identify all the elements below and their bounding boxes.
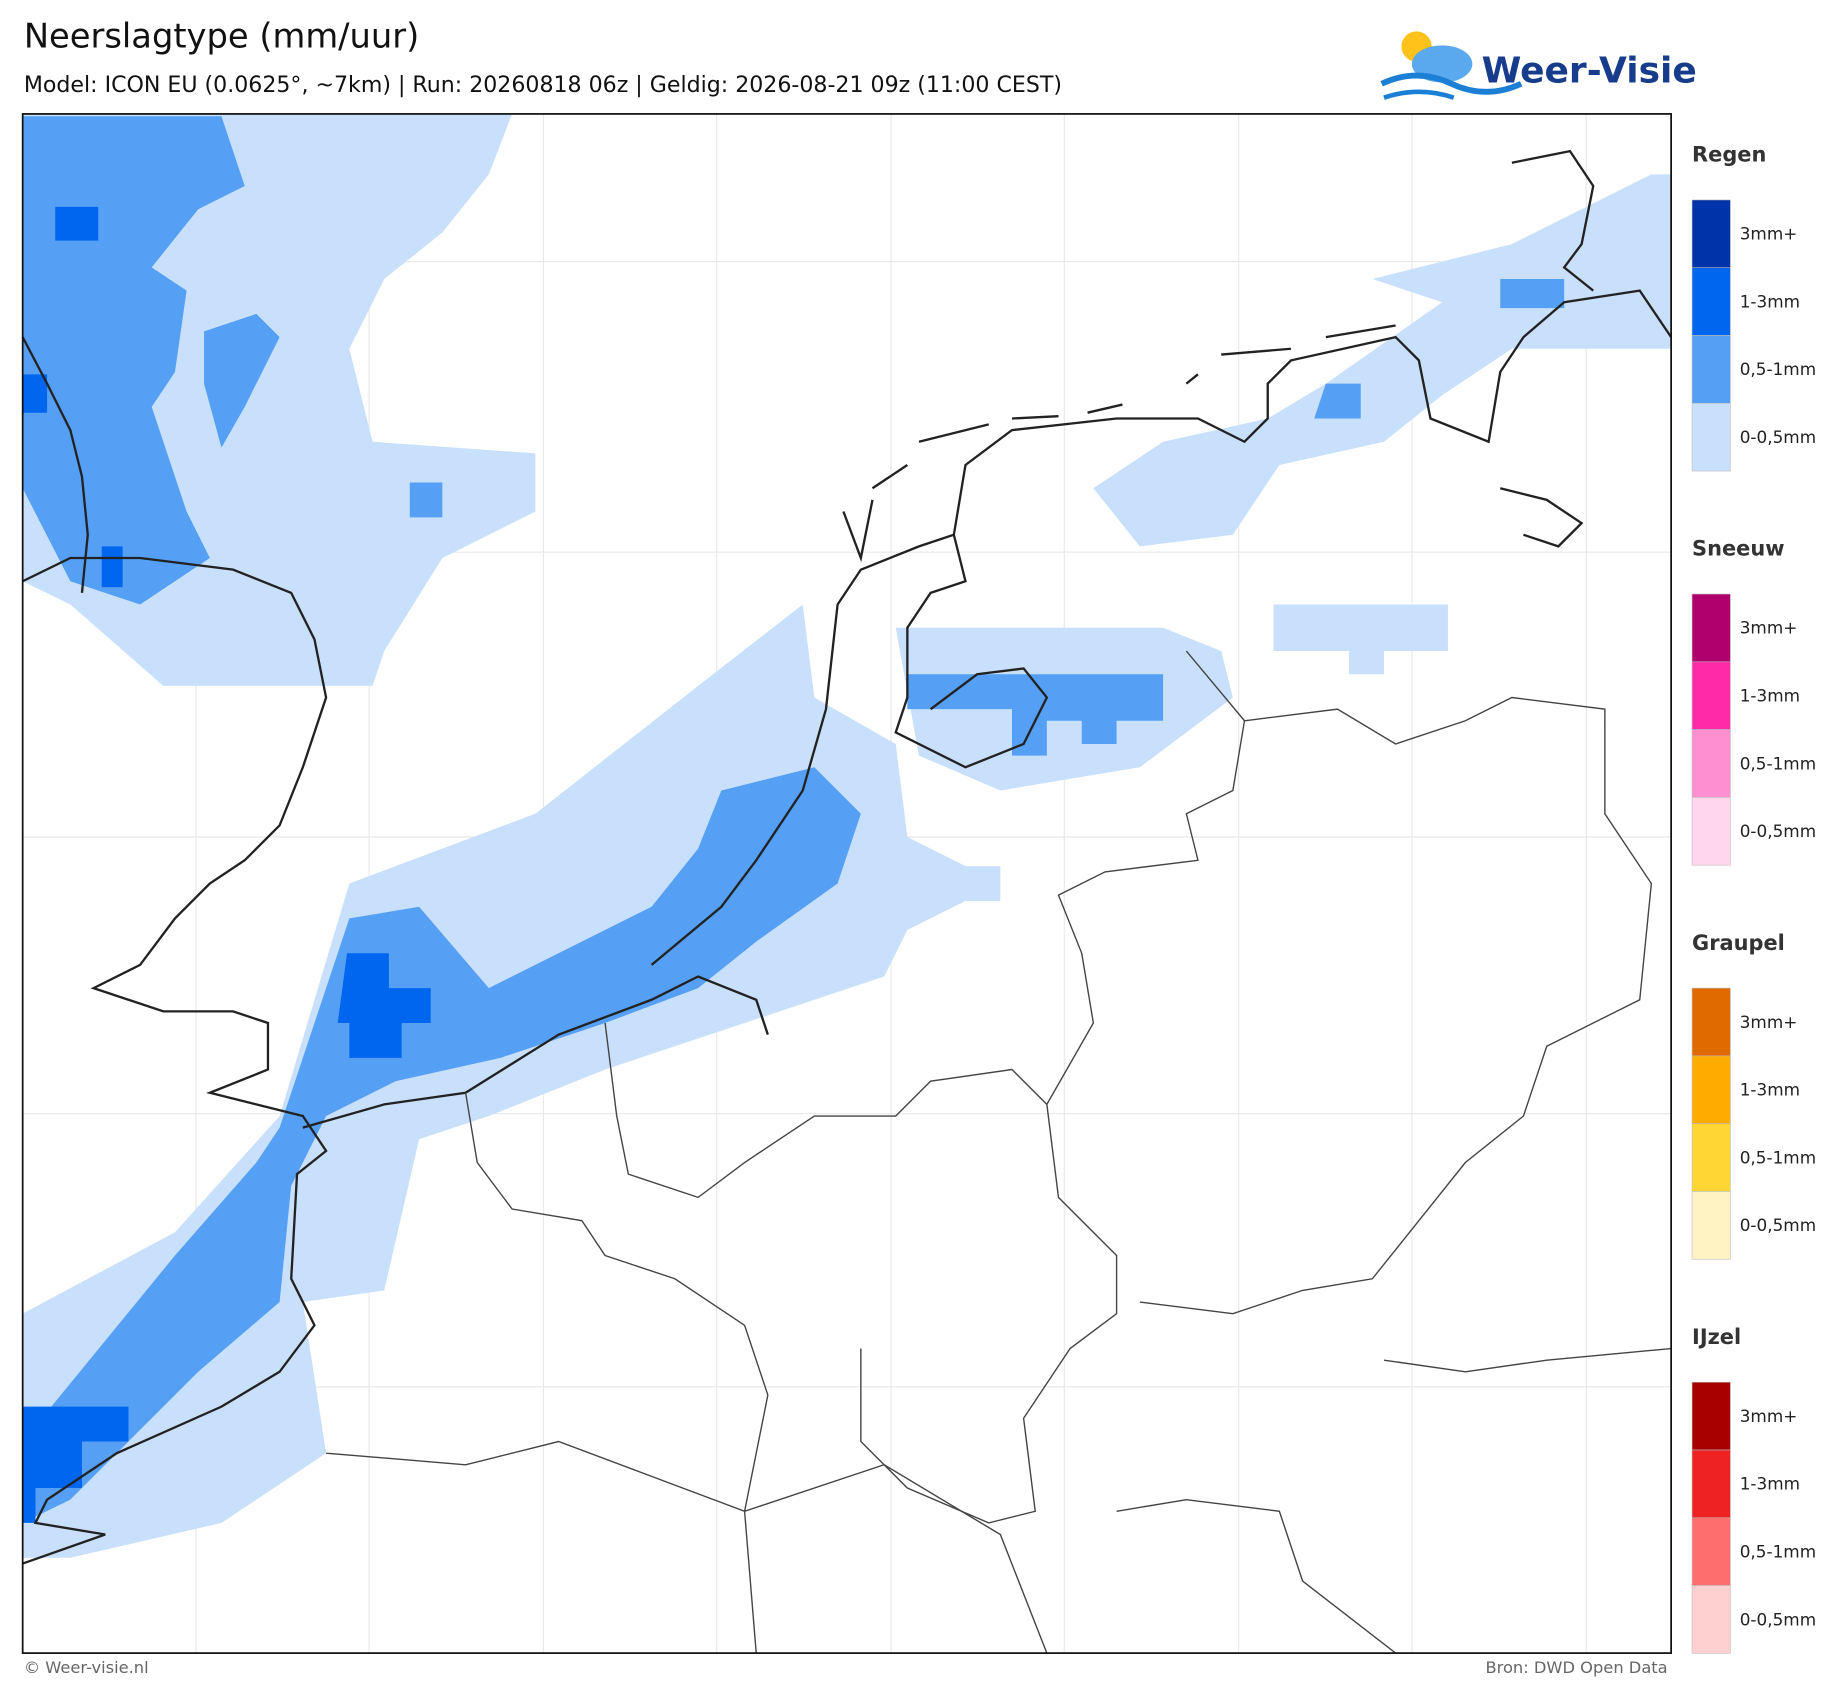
legend-swatch — [1691, 1055, 1731, 1124]
legend-title: IJzel — [1692, 1325, 1741, 1349]
legend-label: 0-0,5mm — [1740, 1609, 1816, 1629]
logo: Weer-Visie — [1380, 31, 1697, 100]
subtitle: Model: ICON EU (0.0625°, ~7km) | Run: 20… — [24, 73, 1062, 98]
legend-label: 1-3mm — [1740, 686, 1800, 706]
legend-title: Graupel — [1692, 931, 1785, 955]
legend-label: 0-0,5mm — [1740, 1215, 1816, 1235]
legend-swatch — [1691, 729, 1731, 798]
legend-swatch — [1691, 1123, 1731, 1192]
legend-label: 1-3mm — [1740, 291, 1800, 311]
legend-swatch — [1691, 267, 1731, 336]
legend-swatch — [1691, 1381, 1731, 1451]
legend-label: 0,5-1mm — [1740, 753, 1816, 773]
legend-label: 0-0,5mm — [1740, 427, 1816, 447]
legend-swatch — [1691, 661, 1731, 730]
legend-label: 3mm+ — [1740, 1012, 1798, 1032]
legend-label: 0,5-1mm — [1740, 1541, 1816, 1561]
legend-swatch — [1691, 1585, 1731, 1654]
legend-label: 1-3mm — [1740, 1474, 1800, 1494]
legend-swatch — [1691, 335, 1731, 404]
legend-swatch — [1691, 1449, 1731, 1519]
footer-left: © Weer-visie.nl — [24, 1658, 149, 1677]
legend-swatch — [1691, 402, 1731, 472]
legend-swatch — [1691, 1191, 1731, 1260]
legend-swatch — [1691, 199, 1731, 269]
legend-label: 3mm+ — [1740, 224, 1798, 244]
legend-swatch — [1691, 593, 1731, 663]
legend-label: 3mm+ — [1740, 618, 1798, 638]
logo-text: Weer-Visie — [1482, 51, 1697, 92]
legend-label: 0,5-1mm — [1740, 1147, 1816, 1167]
map — [21, 113, 1673, 1654]
title: Neerslagtype (mm/uur) — [24, 17, 419, 56]
legend-label: 1-3mm — [1740, 1080, 1800, 1100]
legend-swatch — [1691, 987, 1731, 1057]
legend-swatch — [1691, 1517, 1731, 1586]
legend-label: 3mm+ — [1740, 1406, 1798, 1426]
legend-label: 0-0,5mm — [1740, 821, 1816, 841]
legend: Regen 3mm+ 1-3mm 0,5-1mm 0-0,5mm Sneeuw 3mm+ 1-… — [1691, 143, 1816, 1654]
footer-right: Bron: DWD Open Data — [1485, 1658, 1667, 1677]
legend-label: 0,5-1mm — [1740, 359, 1816, 379]
legend-swatch — [1691, 797, 1731, 866]
legend-title: Regen — [1692, 143, 1766, 167]
legend-title: Sneeuw — [1692, 537, 1785, 561]
